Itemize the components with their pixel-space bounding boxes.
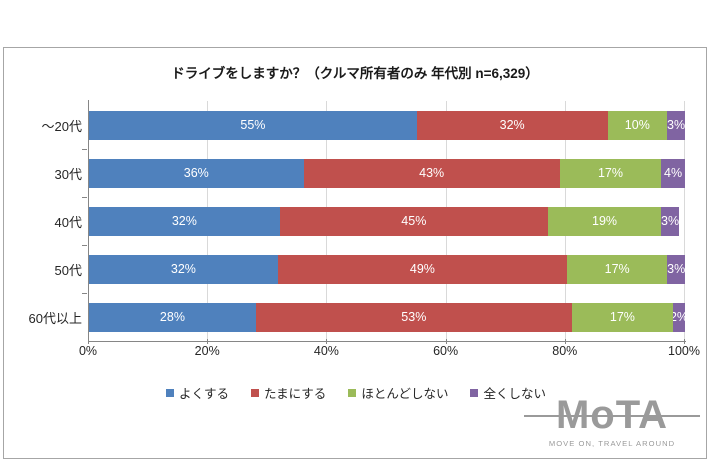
bar-value-label: 32% — [499, 118, 525, 132]
bar-value-label: 28% — [159, 310, 185, 324]
legend-label: よくする — [179, 387, 230, 401]
bar-value-label: 45% — [401, 214, 427, 228]
bar-segment[interactable]: 17% — [571, 302, 674, 332]
plot-area: 55% 32% 10% 3% 36% 43% 17% 4% 32% 45% 19% 3% 32% 49% 1… — [88, 100, 686, 342]
x-axis-tick — [684, 339, 685, 344]
bar-value-label: 32% — [171, 214, 197, 228]
bar-segment[interactable]: 43% — [303, 158, 560, 188]
bar-value-label: 17% — [597, 166, 623, 180]
bar-segment[interactable]: 19% — [547, 206, 662, 236]
x-axis-line — [88, 341, 686, 342]
bar-value-label: 2% — [673, 310, 685, 324]
x-axis-tick — [564, 339, 566, 344]
y-axis-tick — [82, 245, 87, 246]
bar-segment[interactable]: 3% — [661, 206, 680, 236]
bar-row[interactable]: 32% 45% 19% 3% — [89, 206, 685, 236]
bar-segment[interactable]: 17% — [559, 158, 662, 188]
bar-value-label: 3% — [667, 118, 685, 132]
chart-container: ドライブをしますか？（クルマ所有者のみ 年代別 n=6,329） 〜20代 30代… — [3, 47, 707, 459]
legend-label: たまにする — [264, 387, 327, 401]
bar-value-label: 17% — [609, 310, 635, 324]
x-axis-label: 20% — [194, 344, 220, 358]
legend-item[interactable]: ほとんどしない — [348, 383, 448, 402]
legend-swatch-icon — [166, 388, 175, 397]
bar-segment[interactable]: 32% — [416, 110, 608, 140]
bar-segment[interactable]: 32% — [89, 206, 280, 236]
legend-label: 全くしない — [483, 387, 546, 401]
x-axis: 0% 20% 40% 60% 80% 100% — [79, 339, 700, 364]
x-axis-tick — [326, 339, 328, 344]
bar-segment[interactable]: 2% — [673, 302, 685, 332]
bar-value-label: 3% — [667, 262, 686, 276]
mota-strikethrough-line — [524, 415, 700, 417]
bar-value-label: 32% — [170, 262, 196, 276]
bar-value-label: 55% — [240, 118, 266, 132]
bar-row[interactable]: 36% 43% 17% 4% — [89, 158, 685, 188]
y-axis-label: 50代 — [54, 263, 82, 278]
legend-swatch-icon — [348, 388, 357, 397]
bar-segment[interactable]: 53% — [255, 302, 572, 332]
bar-value-label: 53% — [401, 310, 427, 324]
x-axis-label: 80% — [552, 344, 578, 358]
legend-swatch-icon — [251, 388, 260, 397]
bar-row[interactable]: 28% 53% 17% 2% — [89, 302, 685, 332]
x-axis-label: 40% — [313, 344, 339, 358]
bar-segment[interactable]: 36% — [89, 158, 304, 188]
x-axis-tick — [88, 339, 89, 344]
bar-segment[interactable]: 49% — [277, 254, 567, 284]
bar-segment[interactable]: 28% — [89, 302, 256, 332]
bar-segment[interactable]: 10% — [607, 110, 668, 140]
bar-segment[interactable]: 3% — [667, 254, 686, 284]
y-axis-tick — [82, 197, 87, 198]
x-axis-label: 60% — [433, 344, 459, 358]
bar-value-label: 36% — [183, 166, 209, 180]
mota-logo: MoTA MOVE ON, TRAVEL AROUND — [524, 394, 700, 448]
y-axis-label: 〜20代 — [41, 119, 82, 134]
bar-value-label: 17% — [604, 262, 630, 276]
legend-label: ほとんどしない — [361, 387, 449, 401]
bar-value-label: 10% — [624, 118, 650, 132]
x-axis-tick — [207, 339, 209, 344]
bar-segment[interactable]: 45% — [279, 206, 548, 236]
gridline — [684, 101, 685, 341]
legend-swatch-icon — [470, 388, 479, 397]
x-axis-label: 0% — [78, 344, 98, 358]
mota-wordmark: MoTA — [524, 394, 700, 436]
bar-segment[interactable]: 55% — [89, 110, 417, 140]
y-axis-line — [88, 100, 89, 342]
bar-value-label: 4% — [664, 166, 683, 180]
y-axis-tick — [82, 149, 87, 150]
bar-value-label: 3% — [661, 214, 680, 228]
bar-value-label: 49% — [409, 262, 435, 276]
legend-item[interactable]: 全くしない — [470, 383, 546, 402]
bar-row[interactable]: 55% 32% 10% 3% — [89, 110, 685, 140]
x-axis-tick — [445, 339, 447, 344]
bar-segment[interactable]: 4% — [661, 158, 685, 188]
bar-value-label: 43% — [419, 166, 445, 180]
chart-title: ドライブをしますか？（クルマ所有者のみ 年代別 n=6,329） — [171, 66, 539, 81]
y-axis-label: 30代 — [54, 167, 82, 182]
mota-tagline: MOVE ON, TRAVEL AROUND — [548, 439, 676, 448]
y-axis: 〜20代 30代 40代 50代 60代以上 — [4, 101, 87, 341]
y-axis-tick — [82, 293, 87, 294]
x-axis-label: 100% — [668, 344, 700, 358]
y-axis-label: 60代以上 — [28, 311, 82, 326]
legend-item[interactable]: たまにする — [251, 383, 326, 402]
bar-segment[interactable]: 3% — [667, 110, 685, 140]
legend-item[interactable]: よくする — [166, 383, 229, 402]
bar-value-label: 19% — [592, 214, 618, 228]
bars-layer: 55% 32% 10% 3% 36% 43% 17% 4% 32% 45% 19% 3% 32% 49% 1… — [88, 101, 686, 341]
bar-segment[interactable]: 32% — [89, 254, 278, 284]
chart-legend: よくする たまにする ほとんどしない 全くしない — [4, 383, 708, 402]
bar-segment[interactable]: 17% — [567, 254, 668, 284]
y-axis-label: 40代 — [54, 215, 82, 230]
bar-row[interactable]: 32% 49% 17% 3% — [89, 254, 686, 284]
